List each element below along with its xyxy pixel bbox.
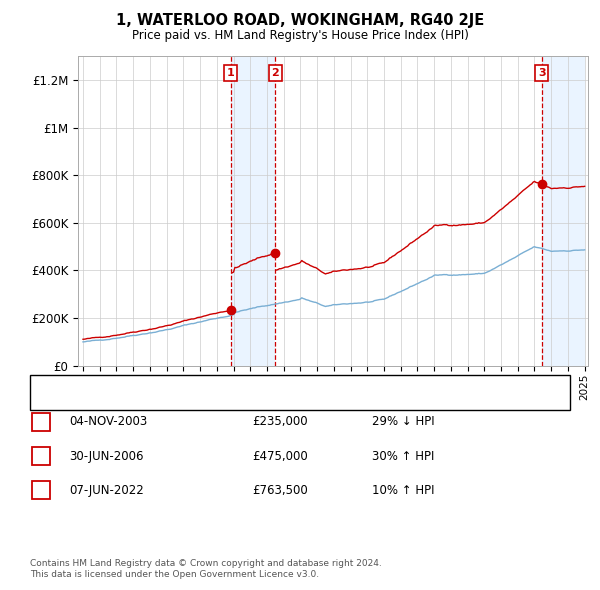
Text: 29% ↓ HPI: 29% ↓ HPI	[372, 415, 434, 428]
Text: Price paid vs. HM Land Registry's House Price Index (HPI): Price paid vs. HM Land Registry's House …	[131, 29, 469, 42]
Text: 2: 2	[271, 68, 279, 78]
Bar	[542, 56, 584, 366]
Text: £475,000: £475,000	[252, 450, 308, 463]
Bar	[231, 56, 275, 366]
Text: 30-JUN-2006: 30-JUN-2006	[69, 450, 143, 463]
Text: 2: 2	[37, 450, 45, 463]
Text: 10% ↑ HPI: 10% ↑ HPI	[372, 484, 434, 497]
Text: HPI: Average price, detached house, Wokingham: HPI: Average price, detached house, Woki…	[96, 399, 368, 409]
Text: 07-JUN-2022: 07-JUN-2022	[69, 484, 144, 497]
Text: £235,000: £235,000	[252, 415, 308, 428]
Text: 04-NOV-2003: 04-NOV-2003	[69, 415, 147, 428]
Text: 1, WATERLOO ROAD, WOKINGHAM, RG40 2JE: 1, WATERLOO ROAD, WOKINGHAM, RG40 2JE	[116, 13, 484, 28]
Text: This data is licensed under the Open Government Licence v3.0.: This data is licensed under the Open Gov…	[30, 569, 319, 579]
Text: 1: 1	[227, 68, 235, 78]
Text: 30% ↑ HPI: 30% ↑ HPI	[372, 450, 434, 463]
Text: 1, WATERLOO ROAD, WOKINGHAM, RG40 2JE (detached house): 1, WATERLOO ROAD, WOKINGHAM, RG40 2JE (d…	[96, 376, 448, 385]
Text: Contains HM Land Registry data © Crown copyright and database right 2024.: Contains HM Land Registry data © Crown c…	[30, 559, 382, 568]
Text: 1: 1	[37, 415, 45, 428]
Text: 3: 3	[538, 68, 545, 78]
Text: £763,500: £763,500	[252, 484, 308, 497]
Text: 3: 3	[37, 484, 45, 497]
